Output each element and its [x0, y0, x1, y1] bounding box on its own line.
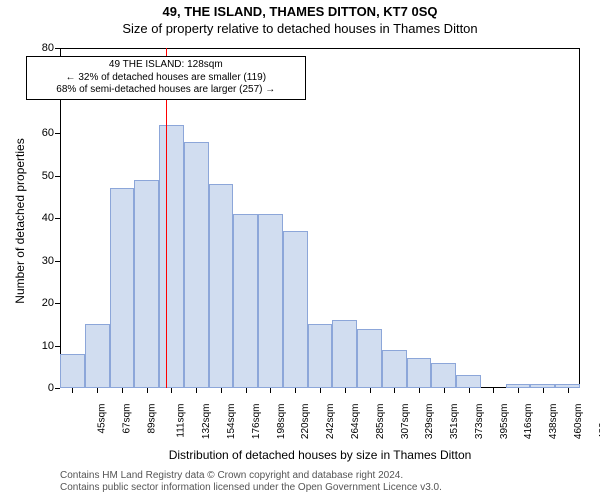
x-tick-mark — [444, 388, 445, 393]
chart-title-sub: Size of property relative to detached ho… — [0, 21, 600, 36]
annotation-line-2: ← 32% of detached houses are smaller (11… — [31, 72, 301, 85]
x-tick-mark — [72, 388, 73, 393]
y-tick-mark — [55, 388, 60, 389]
histogram-bar — [431, 363, 456, 389]
x-axis-label: Distribution of detached houses by size … — [60, 448, 580, 462]
x-tick-mark — [196, 388, 197, 393]
annotation-box: 49 THE ISLAND: 128sqm← 32% of detached h… — [26, 56, 306, 100]
x-tick-mark — [345, 388, 346, 393]
x-tick-mark — [543, 388, 544, 393]
x-tick-label: 45sqm — [97, 404, 108, 434]
x-tick-mark — [568, 388, 569, 393]
footer-attribution-1: Contains HM Land Registry data © Crown c… — [60, 470, 403, 481]
x-tick-mark — [295, 388, 296, 393]
x-tick-mark — [97, 388, 98, 393]
y-tick-label: 80 — [28, 42, 54, 54]
histogram-bar — [134, 180, 159, 388]
x-tick-mark — [394, 388, 395, 393]
x-tick-label: 89sqm — [146, 404, 157, 434]
x-tick-label: 438sqm — [548, 404, 559, 440]
x-tick-label: 285sqm — [375, 404, 386, 440]
x-tick-mark — [469, 388, 470, 393]
footer-attribution-2: Contains public sector information licen… — [60, 482, 442, 493]
histogram-bar — [209, 184, 234, 388]
x-tick-mark — [270, 388, 271, 393]
y-tick-label: 10 — [28, 340, 54, 352]
histogram-bar — [184, 142, 209, 389]
x-tick-mark — [221, 388, 222, 393]
y-tick-mark — [55, 48, 60, 49]
x-tick-mark — [320, 388, 321, 393]
x-tick-label: 132sqm — [202, 404, 213, 440]
histogram-bar — [85, 324, 110, 388]
histogram-bar — [382, 350, 407, 388]
y-tick-label: 0 — [28, 382, 54, 394]
annotation-line-3: 68% of semi-detached houses are larger (… — [31, 84, 301, 97]
y-tick-mark — [55, 346, 60, 347]
x-tick-mark — [246, 388, 247, 393]
x-tick-label: 198sqm — [276, 404, 287, 440]
x-tick-mark — [147, 388, 148, 393]
y-tick-label: 60 — [28, 127, 54, 139]
histogram-bar — [456, 375, 481, 388]
y-tick-mark — [55, 133, 60, 134]
y-tick-mark — [55, 261, 60, 262]
x-tick-label: 351sqm — [449, 404, 460, 440]
x-tick-label: 176sqm — [251, 404, 262, 440]
x-tick-label: 395sqm — [499, 404, 510, 440]
x-tick-label: 307sqm — [400, 404, 411, 440]
x-tick-mark — [493, 388, 494, 393]
x-tick-mark — [122, 388, 123, 393]
y-tick-mark — [55, 218, 60, 219]
x-tick-label: 154sqm — [226, 404, 237, 440]
x-tick-label: 373sqm — [474, 404, 485, 440]
y-axis-label: Number of detached properties — [13, 131, 27, 311]
histogram-bar — [258, 214, 283, 388]
x-tick-label: 264sqm — [350, 404, 361, 440]
histogram-bar — [407, 358, 432, 388]
histogram-bar — [110, 188, 135, 388]
x-tick-label: 111sqm — [175, 404, 186, 438]
x-tick-mark — [370, 388, 371, 393]
y-tick-label: 50 — [28, 170, 54, 182]
annotation-line-1: 49 THE ISLAND: 128sqm — [31, 59, 301, 72]
x-tick-mark — [518, 388, 519, 393]
x-tick-mark — [171, 388, 172, 393]
histogram-bar — [159, 125, 184, 389]
y-tick-label: 20 — [28, 297, 54, 309]
x-tick-label: 242sqm — [325, 404, 336, 440]
chart-title-main: 49, THE ISLAND, THAMES DITTON, KT7 0SQ — [0, 4, 600, 19]
x-tick-label: 220sqm — [301, 404, 312, 440]
x-tick-label: 329sqm — [424, 404, 435, 440]
histogram-bar — [60, 354, 85, 388]
histogram-bar — [233, 214, 258, 388]
x-tick-mark — [419, 388, 420, 393]
histogram-bar — [308, 324, 333, 388]
y-tick-mark — [55, 176, 60, 177]
y-tick-label: 40 — [28, 212, 54, 224]
x-tick-label: 416sqm — [523, 404, 534, 440]
histogram-bar — [357, 329, 382, 389]
x-tick-label: 67sqm — [122, 404, 133, 434]
y-tick-mark — [55, 303, 60, 304]
x-tick-label: 460sqm — [573, 404, 584, 440]
histogram-bar — [283, 231, 308, 388]
histogram-bar — [332, 320, 357, 388]
y-tick-label: 30 — [28, 255, 54, 267]
